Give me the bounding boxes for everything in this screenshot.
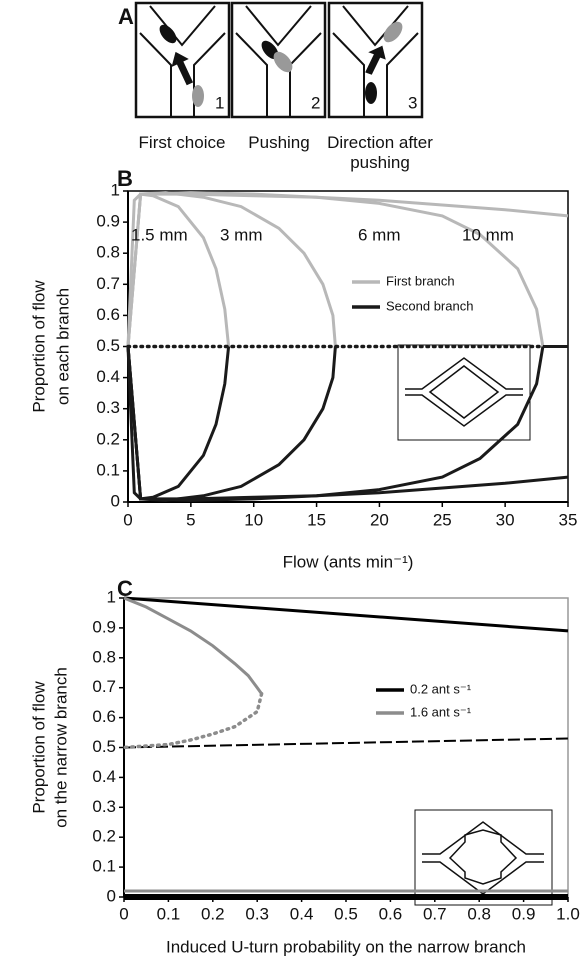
panel-label: C xyxy=(117,576,133,601)
y-tick-label: 0.4 xyxy=(92,767,116,786)
legend-label: First branch xyxy=(386,273,455,288)
curve xyxy=(123,737,569,749)
y-tick-label: 0.7 xyxy=(96,274,120,293)
legend-label: Second branch xyxy=(386,298,473,313)
frame-number: 2 xyxy=(311,93,320,112)
y-tick-label: 0.6 xyxy=(92,707,116,726)
x-tick-label: 0.7 xyxy=(423,904,447,923)
y-tick-label: 0.2 xyxy=(96,429,120,448)
y-tick-label: 1 xyxy=(111,180,120,199)
y-axis-title: on each branch xyxy=(53,288,72,405)
caption: Direction after pushing xyxy=(327,133,433,172)
x-tick-label: 35 xyxy=(559,510,578,529)
annotation: 6 mm xyxy=(358,225,401,244)
x-tick-label: 15 xyxy=(307,510,326,529)
y-tick-label: 0.8 xyxy=(92,647,116,666)
plot-frame xyxy=(123,597,569,898)
caption: First choice xyxy=(138,133,226,152)
x-tick-label: 0.4 xyxy=(290,904,314,923)
y-tick-label: 0.9 xyxy=(92,617,116,636)
y-tick-label: 0.8 xyxy=(96,243,120,262)
x-axis-title: Induced U-turn probability on the narrow… xyxy=(166,937,526,956)
y-tick-label: 0.1 xyxy=(92,857,116,876)
curve xyxy=(126,191,337,347)
x-tick-label: 0 xyxy=(119,904,128,923)
x-tick-label: 0.2 xyxy=(201,904,225,923)
curve xyxy=(126,192,231,347)
x-tick-label: 0.3 xyxy=(245,904,269,923)
x-tick-label: 30 xyxy=(496,510,515,529)
panel-label: B xyxy=(117,166,133,191)
y-tick-label: 0.1 xyxy=(96,460,120,479)
y-tick-label: 1 xyxy=(107,587,116,606)
x-tick-label: 5 xyxy=(186,510,195,529)
curve xyxy=(126,346,569,501)
caption: Pushing xyxy=(248,133,310,152)
ants xyxy=(159,21,403,107)
y-tick-label: 0 xyxy=(111,491,120,510)
legend-label: 1.6 ant s⁻¹ xyxy=(410,704,472,719)
y-tick-label: 0.5 xyxy=(92,737,116,756)
x-tick-label: 0.9 xyxy=(512,904,536,923)
curve xyxy=(123,596,569,633)
curve xyxy=(123,596,263,695)
y-tick-label: 0.6 xyxy=(96,305,120,324)
curve xyxy=(122,691,264,750)
y-tick-label: 0.3 xyxy=(92,797,116,816)
frame-number: 3 xyxy=(408,93,417,112)
inset-diagram xyxy=(397,344,553,906)
frame-number: 1 xyxy=(215,93,224,112)
y-tick-label: 0.2 xyxy=(92,827,116,846)
x-tick-label: 20 xyxy=(370,510,389,529)
annotation: 10 mm xyxy=(462,225,514,244)
annotation: 3 mm xyxy=(220,225,263,244)
x-tick-label: 25 xyxy=(433,510,452,529)
y-tick-label: 0 xyxy=(107,886,116,905)
y-axis-title: Proportion of flow xyxy=(29,681,48,814)
x-tick-label: 0.6 xyxy=(379,904,403,923)
x-tick-label: 0.8 xyxy=(467,904,491,923)
x-tick-label: 0.5 xyxy=(334,904,358,923)
panel-label: A xyxy=(118,4,134,29)
x-axis-title: Flow (ants min⁻¹) xyxy=(283,552,414,571)
x-tick-label: 10 xyxy=(244,510,263,529)
y-tick-label: 0.4 xyxy=(96,367,120,386)
y-tick-label: 0.9 xyxy=(96,212,120,231)
curve xyxy=(126,346,231,501)
x-tick-label: 1.0 xyxy=(556,904,580,923)
y-axis-title: on the narrow branch xyxy=(51,667,70,828)
curve xyxy=(126,346,337,502)
y-tick-label: 0.5 xyxy=(96,336,120,355)
legend-label: 0.2 ant s⁻¹ xyxy=(410,681,472,696)
y-tick-label: 0.3 xyxy=(96,398,120,417)
curve xyxy=(126,192,569,347)
y-tick-label: 0.7 xyxy=(92,677,116,696)
x-tick-label: 0 xyxy=(123,510,132,529)
y-axis-title: Proportion of flow xyxy=(29,280,48,413)
annotation: 1.5 mm xyxy=(131,225,188,244)
x-tick-label: 0.1 xyxy=(157,904,181,923)
curve xyxy=(126,191,545,347)
